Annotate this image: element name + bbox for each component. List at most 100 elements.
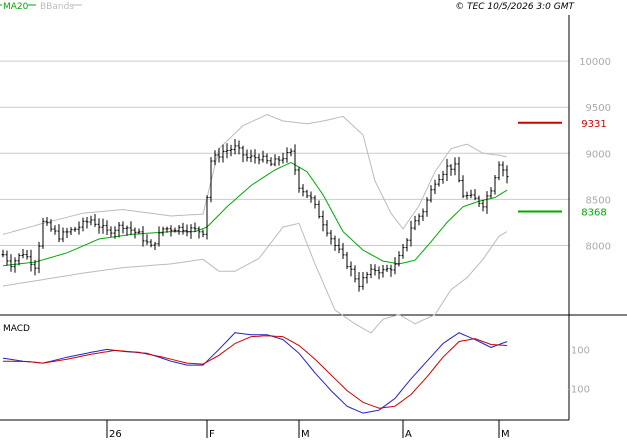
price-bar — [105, 220, 109, 235]
price-bar — [317, 200, 321, 219]
price-bar — [217, 148, 221, 163]
price-bar — [21, 248, 25, 259]
price-bar — [373, 264, 377, 276]
support-label: 8368 — [581, 208, 606, 219]
macd-tick-label: 100 — [571, 345, 590, 356]
price-bar — [93, 214, 97, 227]
price-bar — [41, 217, 45, 249]
price-bar — [357, 271, 361, 292]
price-bar — [489, 187, 493, 199]
price-bar — [305, 189, 309, 199]
price-bar — [277, 156, 281, 166]
resistance-label: 9331 — [581, 119, 606, 130]
macd-y-axis: -100 100 — [567, 345, 590, 395]
price-bar — [137, 228, 141, 235]
price-bar — [161, 226, 165, 237]
price-bar — [169, 225, 173, 237]
price-bar — [17, 253, 21, 266]
price-bar — [413, 215, 417, 231]
price-bar — [485, 191, 489, 214]
price-bar — [177, 225, 181, 235]
price-bar — [221, 144, 225, 163]
price-bar — [181, 222, 185, 235]
price-bar — [33, 260, 37, 276]
price-bar — [237, 140, 241, 155]
price-bar — [313, 195, 317, 209]
price-bar — [193, 222, 197, 233]
price-y-axis: 8000 8500 9000 9500 10000 — [579, 57, 611, 252]
price-bar — [473, 189, 477, 201]
x-tick-label: A — [405, 429, 412, 440]
price-bar — [13, 257, 17, 273]
price-bar — [245, 149, 249, 162]
price-bar — [297, 167, 301, 193]
price-bar — [425, 197, 429, 217]
price-bar — [113, 226, 117, 239]
price-bar — [429, 185, 433, 203]
price-bar — [405, 238, 409, 252]
signal-series-line — [3, 335, 508, 409]
price-bar — [1, 249, 5, 258]
macd-tick-label: -100 — [567, 385, 590, 396]
price-bar — [97, 218, 101, 234]
price-bar — [29, 249, 33, 272]
price-bar — [369, 264, 373, 279]
price-bar — [325, 220, 329, 237]
price-bar — [209, 157, 213, 203]
price-bar — [189, 224, 193, 239]
price-bar — [337, 238, 341, 254]
price-bar — [445, 158, 449, 182]
price-bar — [273, 154, 277, 167]
price-bar — [349, 261, 353, 277]
price-bar — [365, 271, 369, 284]
price-grid — [0, 60, 569, 246]
price-bar — [85, 217, 89, 229]
price-bar — [73, 226, 77, 232]
macd-series-line — [2, 332, 508, 414]
price-bar — [257, 153, 261, 165]
price-bar — [49, 219, 53, 232]
price-bar — [121, 221, 125, 234]
price-bar — [53, 225, 57, 235]
price-bar — [441, 170, 445, 184]
price-bar — [225, 143, 229, 159]
price-bar — [281, 152, 285, 164]
price-bar — [393, 257, 397, 275]
price-bar — [61, 227, 65, 243]
price-bar — [25, 250, 29, 260]
price-bar — [9, 254, 13, 272]
price-bar — [377, 266, 381, 280]
price-bar — [229, 144, 233, 157]
price-bar — [501, 161, 505, 177]
price-bar — [149, 239, 153, 248]
price-bar — [381, 264, 385, 278]
price-bar — [301, 184, 305, 197]
price-bar — [101, 218, 105, 234]
copyright-text: © TEC 10/5/2026 3:0 GMT — [455, 2, 575, 12]
price-bar — [333, 235, 337, 251]
price-bar — [241, 145, 245, 163]
price-bar — [449, 164, 453, 176]
x-tick-label: M — [301, 429, 310, 440]
price-bar — [141, 226, 145, 247]
x-tick-label: M — [501, 429, 510, 440]
price-bar — [421, 208, 425, 221]
price-bar — [461, 175, 465, 199]
price-bar — [89, 215, 93, 226]
price-bar — [505, 165, 509, 184]
price-bar — [285, 147, 289, 163]
price-bar — [309, 191, 313, 203]
price-bar — [289, 148, 293, 157]
price-bar — [265, 153, 269, 164]
price-bar — [409, 220, 413, 247]
price-bar — [469, 189, 473, 199]
price-bar — [81, 217, 85, 232]
price-tick-label: 9500 — [586, 103, 611, 114]
price-bar — [341, 242, 345, 260]
price-bar — [133, 227, 137, 239]
legend-ma20: MA20 — [3, 2, 29, 12]
price-bar — [261, 150, 265, 163]
price-bar — [433, 179, 437, 195]
price-bar — [45, 217, 49, 226]
